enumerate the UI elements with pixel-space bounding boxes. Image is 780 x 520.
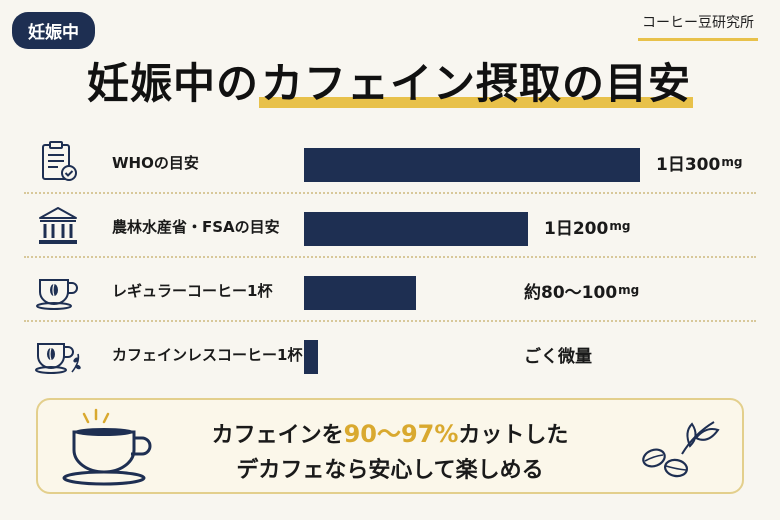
category-tag: 妊娠中 — [12, 12, 95, 49]
row-label: カフェインレスコーヒー1杯 — [112, 345, 303, 364]
chart-row-regular-coffee: レギュラーコーヒー1杯 約80〜100 mg — [24, 258, 756, 322]
chart-row-maff-fsa: 農林水産省・FSAの目安 1日200 mg — [24, 194, 756, 258]
row-label: 農林水産省・FSAの目安 — [112, 217, 280, 236]
chart-row-who: WHOの目安 1日300 mg — [24, 130, 756, 194]
value-unit: mg — [618, 283, 640, 297]
bar-regular-coffee — [304, 276, 416, 310]
title-prefix: 妊娠中の — [86, 59, 259, 108]
coffee-beans-icon — [642, 421, 720, 478]
chart-row-decaf-coffee: カフェインレスコーヒー1杯 ごく微量 — [24, 322, 756, 386]
clipboard-check-icon — [42, 141, 77, 181]
value-number: ごく微量 — [524, 346, 592, 367]
value-label-maff-fsa: 1日200 mg — [544, 194, 630, 258]
callout-percentage: 90〜97% — [343, 420, 459, 448]
decaf-callout: カフェインを90〜97%カットした デカフェなら安心して楽しめる — [36, 398, 744, 494]
value-unit: mg — [609, 219, 631, 233]
row-label: WHOの目安 — [112, 153, 199, 172]
coffee-cup-icon — [36, 279, 78, 310]
government-building-icon — [39, 207, 77, 244]
value-label-regular-coffee: 約80〜100 mg — [524, 258, 639, 322]
row-label: レギュラーコーヒー1杯 — [112, 281, 273, 300]
value-number: 約80〜100 — [524, 282, 618, 303]
value-label-decaf-coffee: ごく微量 — [524, 322, 593, 386]
bar-decaf-coffee — [304, 340, 318, 374]
coffee-cup-icon — [62, 408, 152, 486]
callout-line-2: デカフェなら安心して楽しめる — [236, 458, 544, 483]
bar-who — [304, 148, 640, 182]
value-unit: mg — [721, 155, 743, 169]
value-number: 1日300 — [656, 154, 721, 175]
bar-maff-fsa — [304, 212, 528, 246]
callout-text: カットした — [458, 423, 569, 448]
decaf-cup-icon — [35, 343, 81, 374]
value-number: 1日200 — [544, 218, 609, 239]
callout-line-1: カフェインを90〜97%カットした — [38, 414, 742, 449]
page-title: 妊娠中のカフェイン摂取の目安 — [0, 50, 780, 111]
title-highlight: カフェイン摂取の目安 — [259, 59, 694, 108]
callout-text: カフェインを — [211, 423, 344, 448]
brand-label: コーヒー豆研究所 — [638, 10, 758, 41]
value-label-who: 1日300 mg — [656, 130, 742, 194]
caffeine-chart: WHOの目安 1日300 mg 農林水産省・FSAの目安 1日200 mg レギュラ… — [24, 130, 756, 386]
